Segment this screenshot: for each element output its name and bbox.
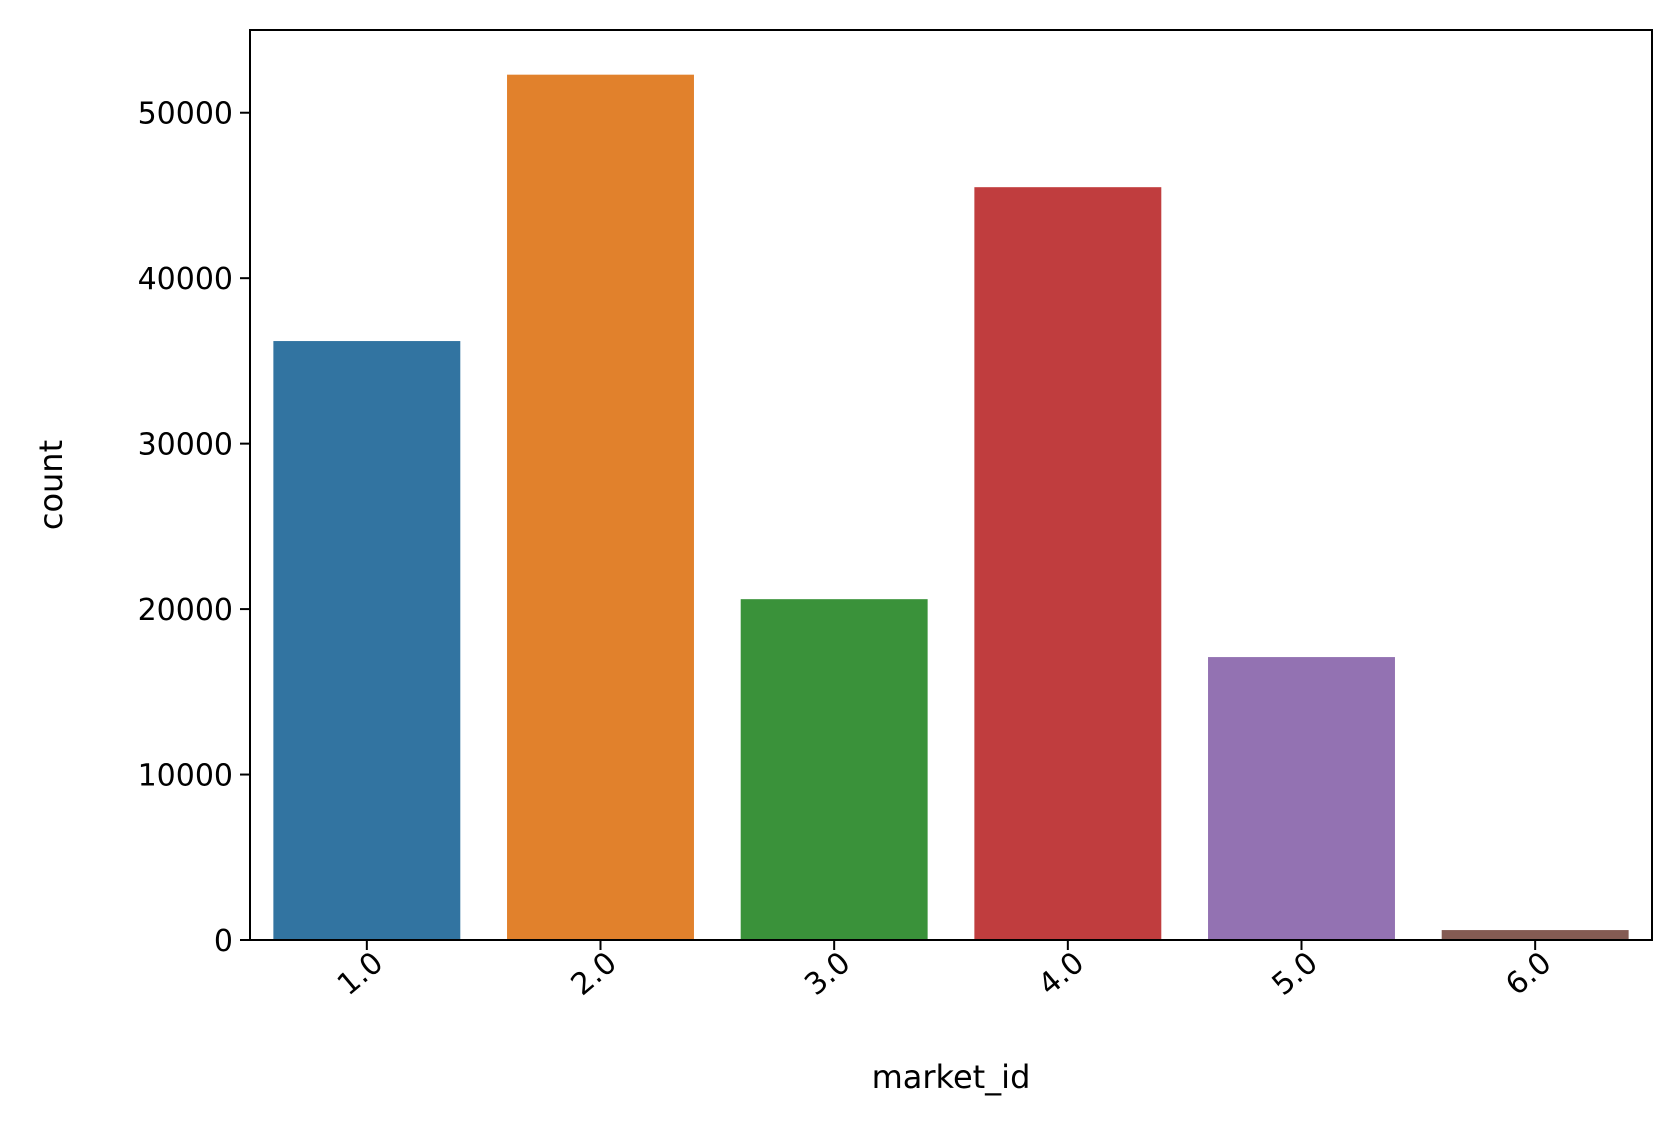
y-tick-label: 40000: [138, 262, 233, 297]
bar-2.0: [507, 74, 694, 940]
y-tick-label: 50000: [138, 97, 233, 132]
y-tick-label: 20000: [138, 593, 233, 628]
bar-5.0: [1208, 657, 1395, 940]
y-tick-label: 0: [214, 924, 233, 959]
x-axis-title: market_id: [872, 1058, 1031, 1096]
y-tick-label: 30000: [138, 428, 233, 463]
bar-1.0: [273, 341, 461, 940]
bar-series: [273, 74, 1629, 940]
x-tick-label: 6.0: [1499, 945, 1558, 1002]
x-tick-label: 1.0: [331, 945, 390, 1002]
x-tick-label: 2.0: [565, 945, 624, 1002]
bar-4.0: [974, 187, 1162, 940]
y-axis: 0 10000 20000 30000 40000 50000: [138, 97, 250, 959]
x-tick-label: 5.0: [1266, 945, 1325, 1002]
y-tick-label: 10000: [138, 759, 233, 794]
x-tick-label: 4.0: [1032, 945, 1091, 1002]
x-tick-label: 3.0: [798, 945, 857, 1002]
bar-6.0: [1441, 930, 1629, 940]
bar-3.0: [740, 599, 928, 940]
plot-frame: [249, 29, 1653, 941]
x-axis: 1.0 2.0 3.0 4.0 5.0 6.0: [331, 940, 1558, 1003]
y-axis-title: count: [32, 440, 70, 530]
